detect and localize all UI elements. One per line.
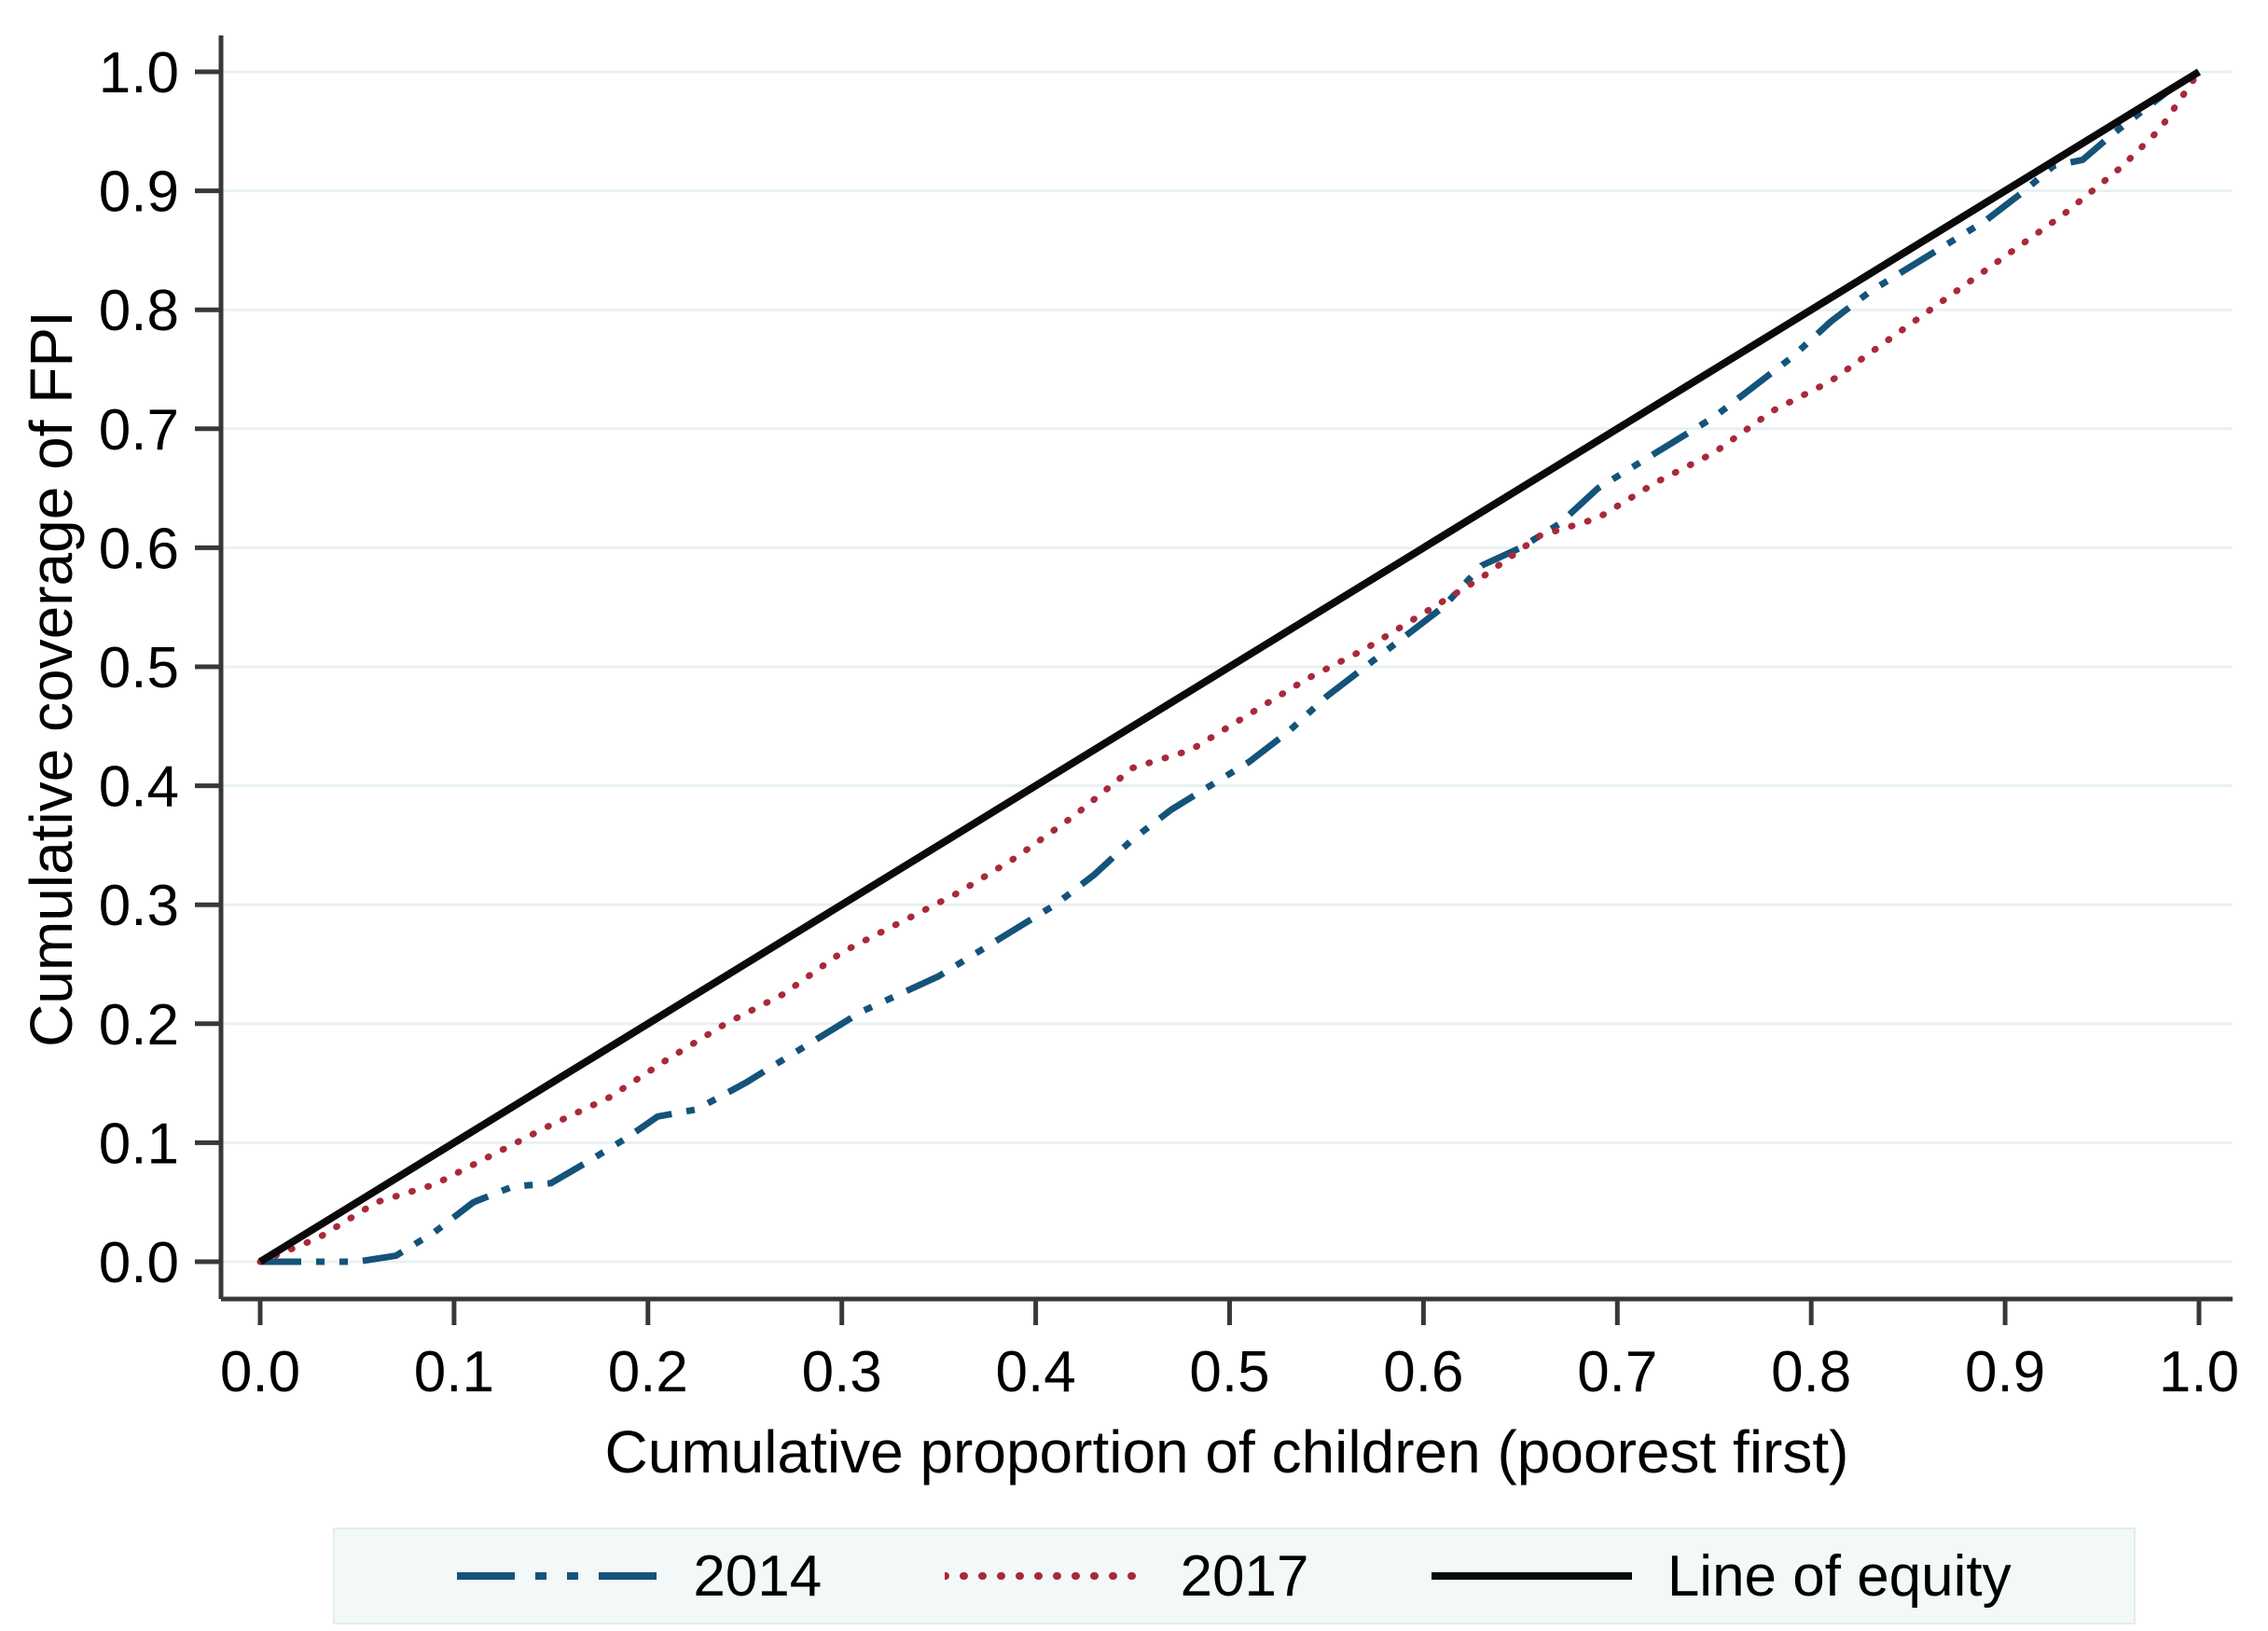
x-tick-label-0.1: 0.1 [414, 1340, 494, 1404]
legend-label-2017: 2017 [1180, 1543, 1309, 1609]
legend-line-sample-2014 [457, 1572, 658, 1580]
legend-entry-2017: 2017 [944, 1543, 1309, 1610]
legend-label-2014: 2014 [693, 1543, 823, 1609]
legend-entry-2014: 2014 [457, 1543, 822, 1610]
x-tick-label-0.6: 0.6 [1383, 1340, 1463, 1404]
y-tick-label-0.2: 0.2 [99, 993, 179, 1057]
y-tick-label-0.4: 0.4 [99, 755, 179, 820]
y-tick-label-0.3: 0.3 [99, 874, 179, 938]
x-tick-label-0.8: 0.8 [1771, 1340, 1851, 1404]
legend-line-sample-2017 [944, 1572, 1145, 1580]
x-tick-label-1.0: 1.0 [2159, 1340, 2239, 1404]
y-tick-label-1.0: 1.0 [99, 41, 179, 105]
series-line-2014 [260, 69, 2201, 1265]
y-tick-label-0.0: 0.0 [99, 1231, 179, 1295]
x-tick-label-0.7: 0.7 [1577, 1340, 1657, 1404]
y-tick-label-0.6: 0.6 [99, 517, 179, 581]
y-tick-label-0.1: 0.1 [99, 1112, 179, 1176]
y-tick-label-0.9: 0.9 [99, 160, 179, 225]
x-tick-label-0.9: 0.9 [1965, 1340, 2045, 1404]
y-axis-title: Cumulative coverage of FPI [17, 311, 85, 1047]
legend-line-sample-line-of-equity [1431, 1572, 1632, 1580]
x-axis-title: Cumulative proportion of children (poore… [604, 1418, 1849, 1486]
series-line-line-of-equity [257, 68, 2202, 1265]
legend: 2014 2017 Line of equity [333, 1527, 2136, 1624]
x-tick-label-0.2: 0.2 [608, 1340, 688, 1404]
y-tick-label-0.7: 0.7 [99, 398, 179, 463]
x-tick-label-0.4: 0.4 [995, 1340, 1075, 1404]
y-tick-label-0.5: 0.5 [99, 636, 179, 700]
y-tick-label-0.8: 0.8 [99, 279, 179, 343]
legend-entry-line-of-equity: Line of equity [1431, 1543, 2012, 1610]
x-tick-label-0.5: 0.5 [1189, 1340, 1269, 1404]
legend-label-line-of-equity: Line of equity [1666, 1543, 2012, 1609]
x-tick-label-0.0: 0.0 [220, 1340, 300, 1404]
x-tick-label-0.3: 0.3 [802, 1340, 882, 1404]
